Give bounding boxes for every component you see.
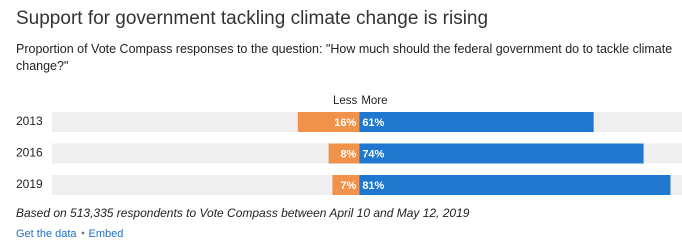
bar (359, 175, 671, 195)
chart-subtitle: Proportion of Vote Compass responses to … (16, 42, 673, 73)
value-label: 74% (362, 148, 384, 160)
value-label: 7% (340, 180, 356, 192)
links: Get the data Embed (16, 227, 123, 240)
legend-label: Less (333, 95, 358, 107)
value-label: 8% (340, 148, 356, 160)
category-label: 2013 (16, 114, 43, 128)
bar (297, 112, 360, 132)
separator (81, 231, 84, 235)
legend-label: More (361, 95, 387, 107)
bar (328, 143, 360, 164)
value-label: 61% (362, 117, 384, 129)
chart: Less More 2013 16% 61% 2016 8% 74% 2019 7% 81% (16, 95, 682, 195)
value-label: 81% (362, 180, 384, 192)
value-label: 16% (334, 117, 356, 129)
category-label: 2019 (16, 177, 43, 191)
chart-title: Support for government tackling climate … (16, 8, 489, 29)
bar (359, 112, 594, 132)
bar (332, 175, 360, 195)
link[interactable]: Get the data (16, 228, 77, 240)
link[interactable]: Embed (88, 228, 124, 240)
category-label: 2016 (16, 146, 43, 160)
source-note: Based on 513,335 respondents to Vote Com… (16, 206, 470, 220)
bar (359, 143, 644, 164)
